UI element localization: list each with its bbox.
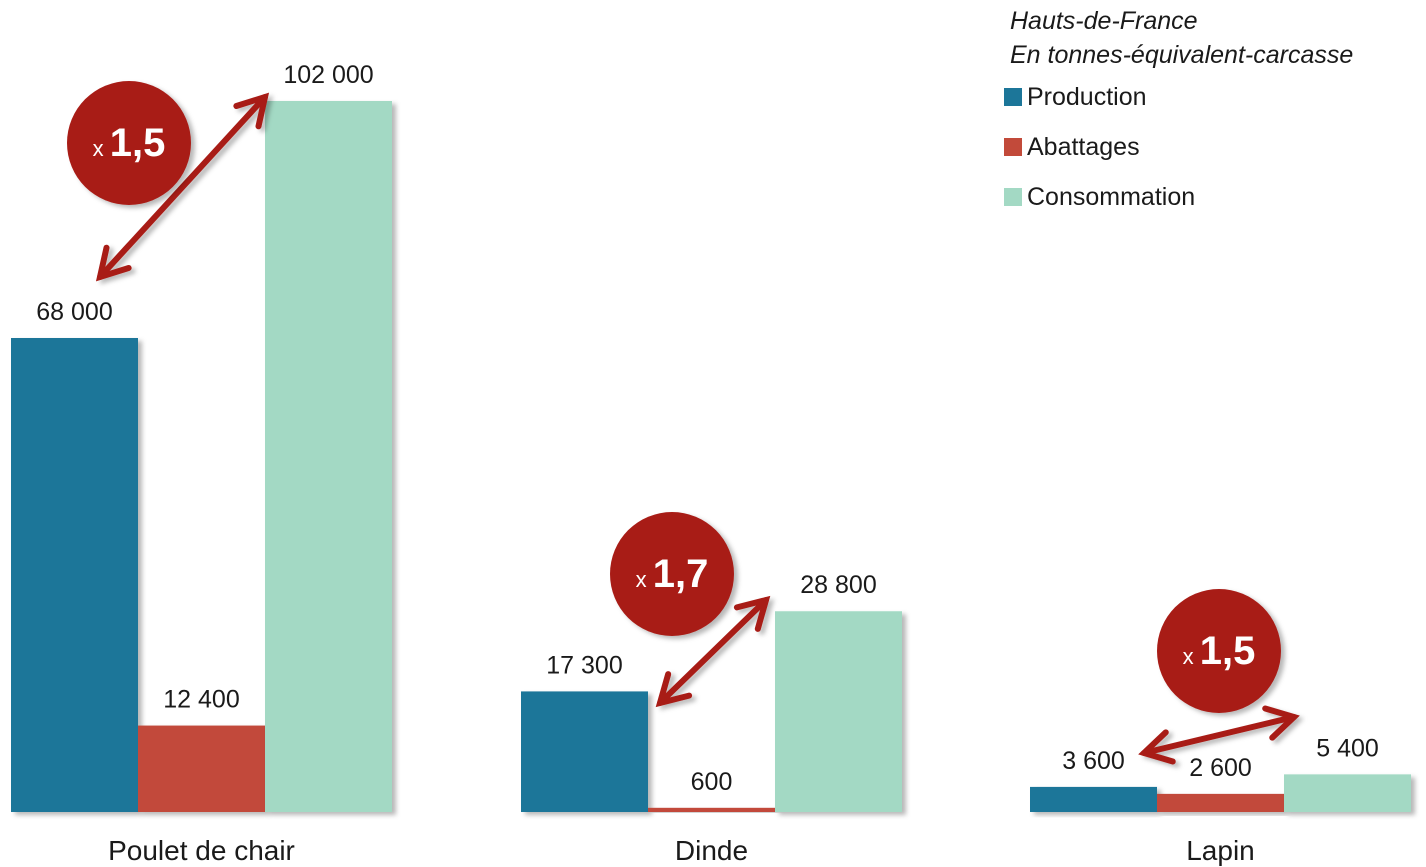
value-label-lapin-consommation: 5 400 (1316, 734, 1379, 762)
bar-dinde-abattages (648, 807, 775, 812)
category-label-lapin: Lapin (1186, 835, 1255, 866)
value-label-dinde-consommation: 28 800 (800, 571, 876, 599)
value-label-dinde-abattages: 600 (691, 768, 733, 796)
value-label-poulet-de-chair-abattages: 12 400 (163, 686, 239, 714)
value-label-lapin-production: 3 600 (1062, 747, 1125, 775)
ratio-badge-circle-dinde (610, 512, 734, 636)
bar-lapin-production (1030, 786, 1157, 812)
ratio-arrow-dinde (655, 595, 771, 708)
legend-label-consommation: Consommation (1027, 182, 1196, 211)
ratio-badge-circle-poulet-de-chair (67, 81, 191, 205)
subtitle-line-2: En tonnes-équivalent-carcasse (1010, 41, 1354, 69)
ratio-arrow-poulet-de-chair (95, 92, 270, 282)
bar-poulet-de-chair-production (11, 338, 138, 812)
bar-poulet-de-chair-abattages (138, 725, 265, 812)
legend-label-abattages: Abattages (1027, 132, 1140, 161)
legend-swatch-consommation (1004, 188, 1022, 206)
value-label-poulet-de-chair-consommation: 102 000 (283, 61, 373, 89)
bar-lapin-consommation (1284, 774, 1411, 812)
ratio-badge-circle-lapin (1157, 589, 1281, 713)
bar-lapin-abattages (1157, 793, 1284, 812)
value-label-poulet-de-chair-production: 68 000 (36, 298, 112, 326)
value-label-lapin-abattages: 2 600 (1189, 754, 1252, 782)
legend-label-production: Production (1027, 82, 1147, 111)
legend-item-abattages: Abattages (1004, 122, 1353, 172)
legend: Hauts-de-France En tonnes-équivalent-car… (1004, 4, 1353, 222)
ratio-badge-text-lapin: x 1,5 (1183, 629, 1256, 673)
subtitle-line-1: Hauts-de-France (1010, 7, 1198, 35)
bar-dinde-production (521, 691, 648, 812)
ratio-badge-poulet-de-chair: x 1,5 (67, 81, 191, 205)
ratio-arrow-lapin (1138, 705, 1300, 765)
category-label-dinde: Dinde (675, 835, 748, 866)
bar-poulet-de-chair-consommation (265, 101, 392, 812)
legend-swatch-production (1004, 88, 1022, 106)
ratio-badge-lapin: x 1,5 (1157, 589, 1281, 713)
legend-swatch-abattages (1004, 138, 1022, 156)
ratio-badge-text-dinde: x 1,7 (636, 552, 709, 596)
ratio-badge-dinde: x 1,7 (610, 512, 734, 636)
category-label-poulet-de-chair: Poulet de chair (108, 835, 295, 866)
bar-dinde-consommation (775, 611, 902, 812)
ratio-badge-text-poulet-de-chair: x 1,5 (93, 121, 166, 165)
value-label-dinde-production: 17 300 (546, 651, 622, 679)
legend-item-consommation: Consommation (1004, 172, 1353, 222)
legend-item-production: Production (1004, 72, 1353, 122)
